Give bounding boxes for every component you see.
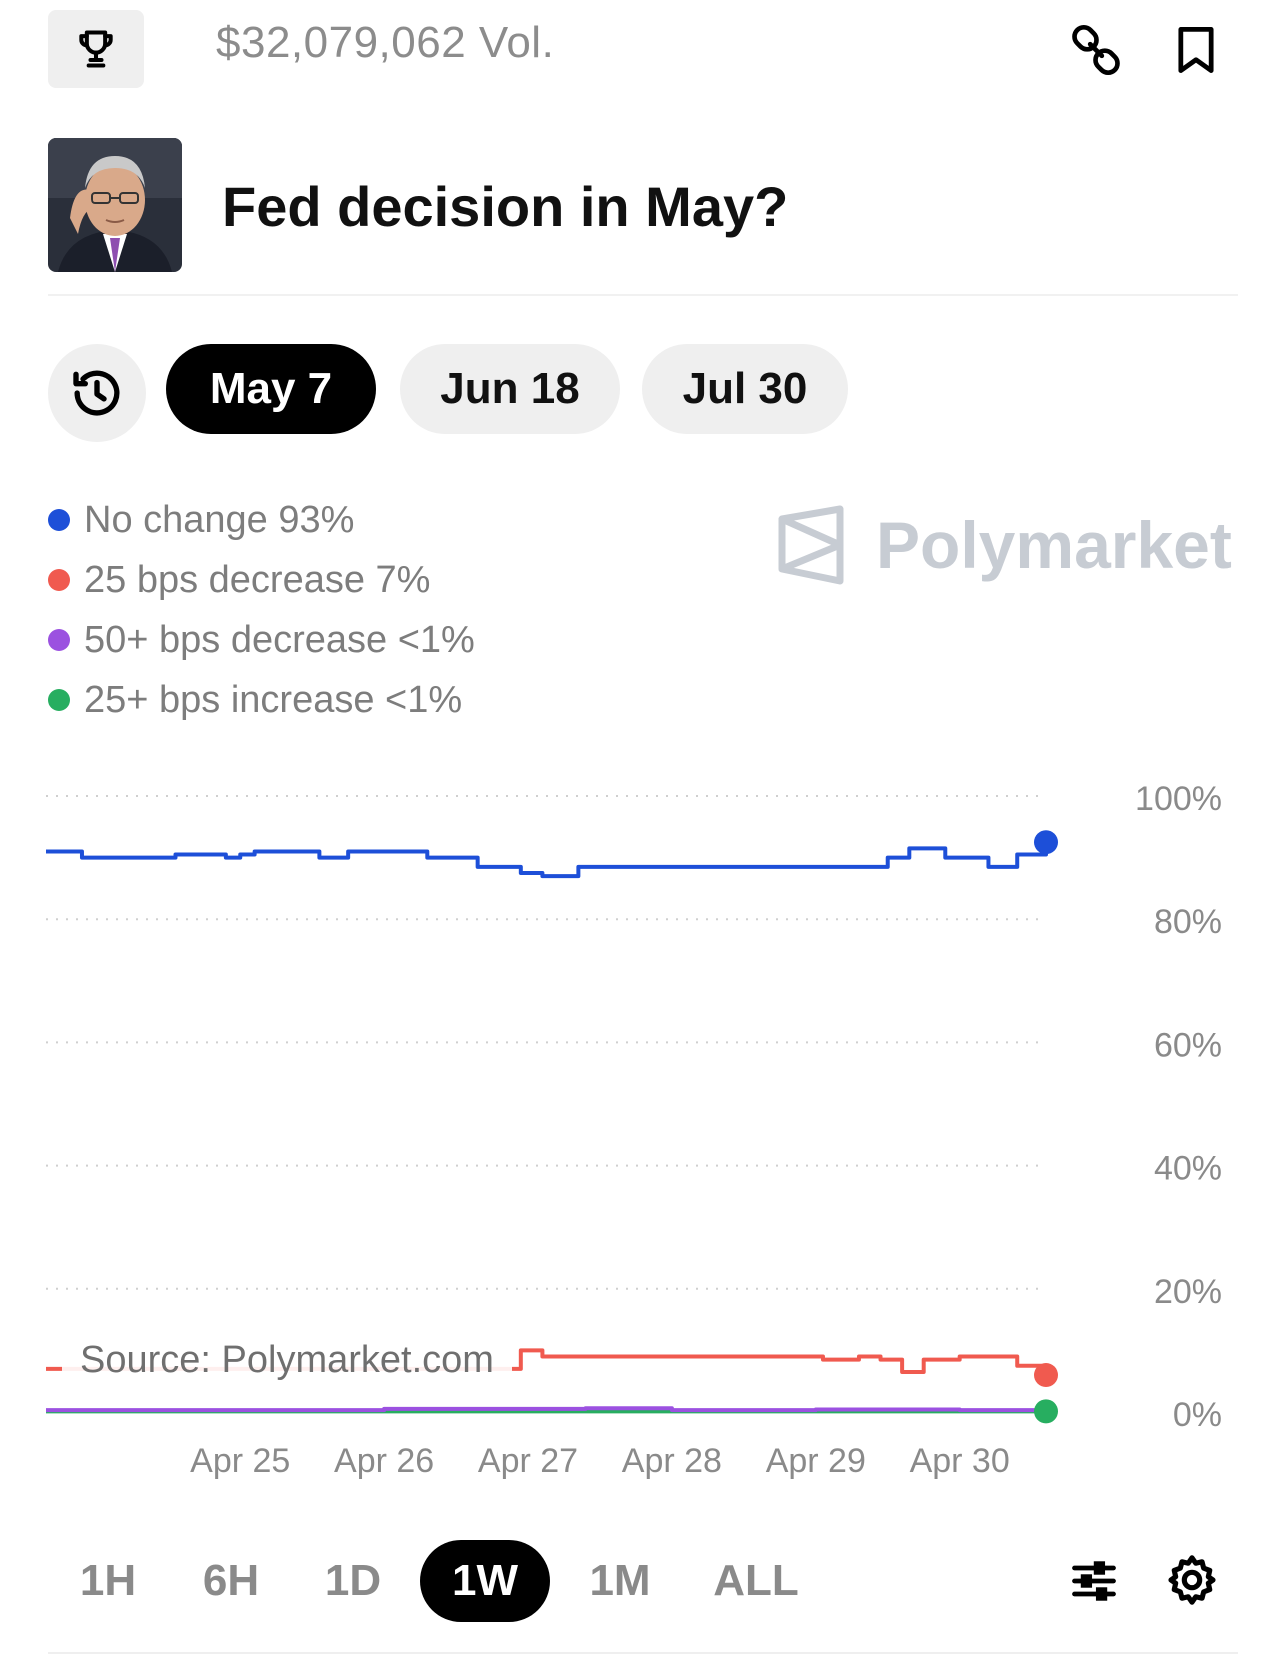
legend-label: 50+ bps decrease <1% [84,618,475,661]
trophy-button[interactable] [48,10,144,88]
legend-label: 25+ bps increase <1% [84,678,463,721]
chart-settings-button[interactable] [1164,1552,1220,1608]
copy-link-button[interactable] [1068,22,1124,78]
bookmark-button[interactable] [1170,22,1222,78]
y-tick-label: 40% [1154,1150,1222,1188]
link-icon [1072,25,1120,75]
x-tick-label: Apr 30 [910,1442,1010,1480]
gear-icon [1168,1555,1216,1605]
series-line-25-bps-decrease [46,1348,1048,1376]
chart-filter-button[interactable] [1068,1555,1120,1607]
range-tab-all[interactable]: ALL [713,1556,799,1605]
chart-legend: No change 93% 25 bps decrease 7% 50+ bps… [48,490,475,730]
source-label: Source: Polymarket.com [62,1335,512,1386]
bookmark-icon [1178,27,1214,73]
x-tick-label: Apr 28 [622,1442,722,1480]
y-axis-labels: 100% 80% 60% 40% 20% 0% [1135,780,1222,1434]
endpoint-dot-25-bps-decrease [1034,1363,1058,1388]
polymarket-watermark: Polymarket [776,505,1232,585]
x-tick-label: Apr 25 [190,1442,290,1480]
page-title: Fed decision in May? [222,175,789,238]
legend-dot [48,509,70,531]
legend-item-25-bps-decrease: 25 bps decrease 7% [48,550,475,610]
legend-label: 25 bps decrease 7% [84,558,431,601]
x-tick-label: Apr 27 [478,1442,578,1480]
x-tick-label: Apr 29 [766,1442,866,1480]
endpoint-dot-no-change [1034,830,1058,855]
date-tab-may-7[interactable]: May 7 [166,344,376,434]
series-line-50-bps-decrease [46,1406,1046,1413]
polymarket-logo-icon [778,505,844,585]
range-tab-6h[interactable]: 6H [202,1556,260,1605]
legend-label: No change 93% [84,498,355,541]
legend-dot [48,569,70,591]
date-tab-jul-30[interactable]: Jul 30 [642,344,848,434]
legend-item-no-change: No change 93% [48,490,475,550]
market-title-row: Fed decision in May? [48,138,1238,296]
x-axis-labels: Apr 25 Apr 26 Apr 27 Apr 28 Apr 29 Apr 30 [190,1442,1010,1480]
date-tab-jun-18[interactable]: Jun 18 [400,344,620,434]
range-tab-1h[interactable]: 1H [79,1556,137,1605]
history-button[interactable] [48,344,146,442]
endpoint-dot-25-bps-increase [1034,1399,1058,1424]
history-icon [73,370,120,416]
legend-item-50-bps-decrease: 50+ bps decrease <1% [48,610,475,670]
y-tick-label: 20% [1154,1273,1222,1311]
market-avatar [48,138,182,272]
series-line-no-change [46,842,1048,879]
x-tick-label: Apr 26 [334,1442,434,1480]
chart-grid [46,795,1046,1413]
sliders-icon [1072,1561,1116,1601]
legend-dot [48,689,70,711]
probability-line-chart: 100%80%60%40%20%0% Apr 25 Apr 26 Apr 27 Apr… [46,780,1222,1480]
top-bar: $32,079,062 Vol. [0,0,1284,100]
y-tick-label: 60% [1154,1026,1222,1064]
legend-dot [48,629,70,651]
trophy-icon [79,30,113,68]
range-tab-1m[interactable]: 1M [589,1556,651,1605]
y-tick-label: 80% [1154,903,1222,941]
y-tick-label: 100% [1135,780,1222,818]
range-tab-1w[interactable]: 1W [420,1540,550,1622]
range-tab-1d[interactable]: 1D [324,1556,382,1605]
bottom-divider [48,1652,1238,1654]
y-tick-label: 0% [1173,1396,1222,1434]
chart-series [46,830,1058,1424]
legend-item-25-bps-increase: 25+ bps increase <1% [48,670,475,730]
watermark-text: Polymarket [876,508,1232,582]
volume-text: $32,079,062 Vol. [216,18,555,67]
